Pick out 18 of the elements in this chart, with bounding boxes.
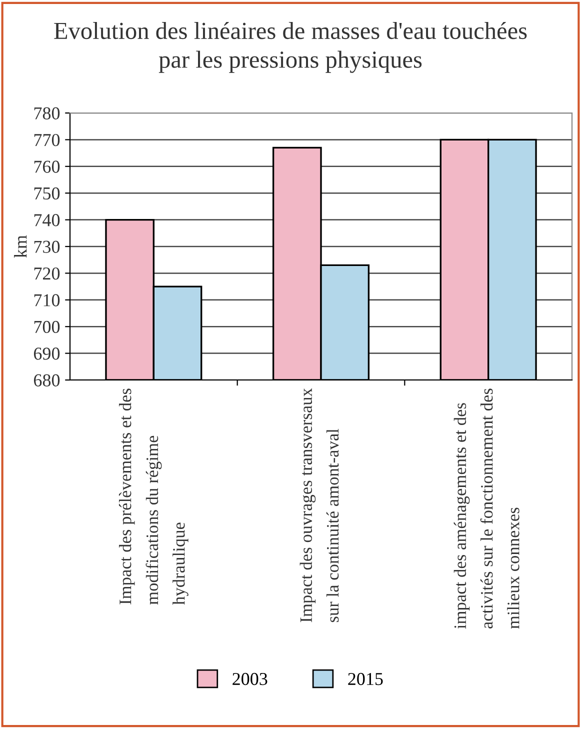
y-tick-label: 710 xyxy=(34,294,60,306)
y-tick-label: 740 xyxy=(34,214,60,226)
y-tick-label: 730 xyxy=(34,240,60,253)
legend-label: 2003 xyxy=(232,672,268,686)
x-tick-label: Impact des prélèvements et des modifications du régime hydraulique xyxy=(118,388,188,605)
y-tick-label: 770 xyxy=(34,134,60,146)
y-tick-label: 680 xyxy=(34,374,60,386)
legend-label: 2015 xyxy=(348,672,383,686)
y-tick-label: 700 xyxy=(34,320,60,334)
chart-title: Evolution des linéaires de masses d'eau touchées par les pressions physiques xyxy=(54,22,527,73)
y-axis-title: km xyxy=(14,235,27,258)
y-tick-label: 720 xyxy=(34,267,60,280)
y-tick-label: 780 xyxy=(34,107,60,120)
x-tick-label: impact des aménagements et des activités sur le fonctionnement des milieux connexes xyxy=(454,388,520,629)
y-tick-label: 690 xyxy=(34,348,60,360)
y-tick-label: 760 xyxy=(34,160,60,173)
y-tick-label: 750 xyxy=(34,187,60,200)
x-tick-label: Impact des ouvrages transversaux sur la continuité amont-aval xyxy=(300,388,339,622)
